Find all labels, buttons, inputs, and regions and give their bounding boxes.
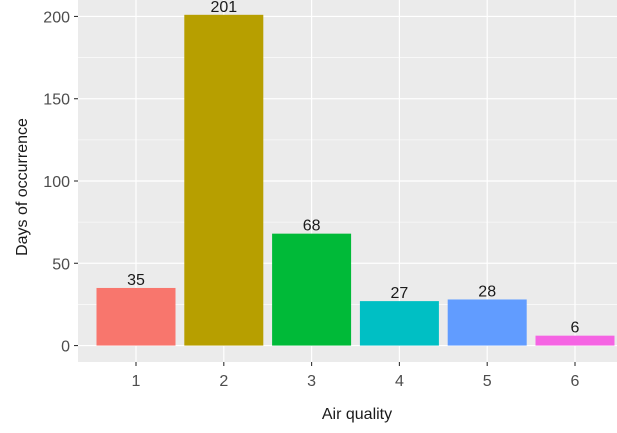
data-label-5: 28 [478,283,496,300]
bar-3 [272,233,352,346]
data-labels: 35 201 68 27 28 6 [127,0,579,337]
bar-4 [359,301,439,346]
y-tick-label: 150 [43,92,70,109]
data-label-4: 27 [391,285,409,302]
bar-1 [96,287,176,346]
x-tick-label: 6 [571,373,580,390]
x-tick-label: 4 [395,373,404,390]
y-tick-label: 50 [52,256,70,273]
data-label-3: 68 [303,218,321,235]
y-tick-label: 100 [43,174,70,191]
bar-2 [184,14,264,346]
x-tick-label: 5 [483,373,492,390]
x-tick-label: 1 [132,373,141,390]
y-tick-label: 0 [61,339,70,356]
x-tick-label: 2 [219,373,228,390]
bar-6 [535,335,615,346]
x-tick-label: 3 [307,373,316,390]
bars [96,14,615,346]
x-axis: 1 2 3 4 5 6 [132,362,580,390]
y-axis-title: Days of occurrence [14,118,31,256]
y-axis: 0 50 100 150 200 [43,9,78,356]
y-tick-label: 200 [43,9,70,26]
x-axis-title: Air quality [322,406,392,423]
data-label-1: 35 [127,272,145,289]
bar-5 [447,299,527,346]
data-label-2: 201 [210,0,237,16]
data-label-6: 6 [571,320,580,337]
